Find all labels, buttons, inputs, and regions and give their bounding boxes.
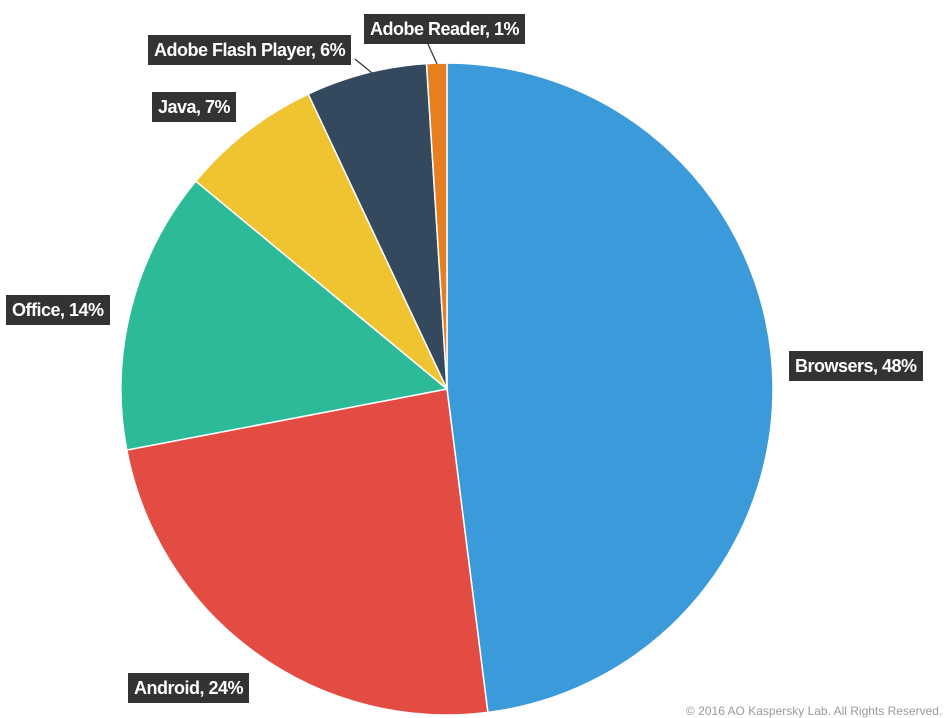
- slice-label-office: Office, 14%: [6, 295, 110, 325]
- copyright-notice: © 2016 AO Kaspersky Lab. All Rights Rese…: [686, 704, 943, 718]
- leader-line-adobe-reader: [427, 43, 438, 65]
- slice-label-android: Android, 24%: [128, 673, 250, 703]
- slice-label-java: Java, 7%: [152, 92, 237, 122]
- pie-slice-java: [194, 93, 448, 390]
- pie-slice-android: [125, 388, 489, 715]
- pie-slice-adobe-flash-player: [307, 62, 448, 390]
- pie-slice-browsers: [446, 62, 774, 714]
- slice-label-adobe-reader: Adobe Reader, 1%: [364, 14, 526, 44]
- leader-line-adobe-flash-player: [354, 58, 373, 74]
- slice-label-adobe-flash-player: Adobe Flash Player, 6%: [148, 35, 352, 65]
- slice-label-browsers: Browsers, 48%: [789, 351, 923, 381]
- pie-slice-office: [120, 180, 449, 451]
